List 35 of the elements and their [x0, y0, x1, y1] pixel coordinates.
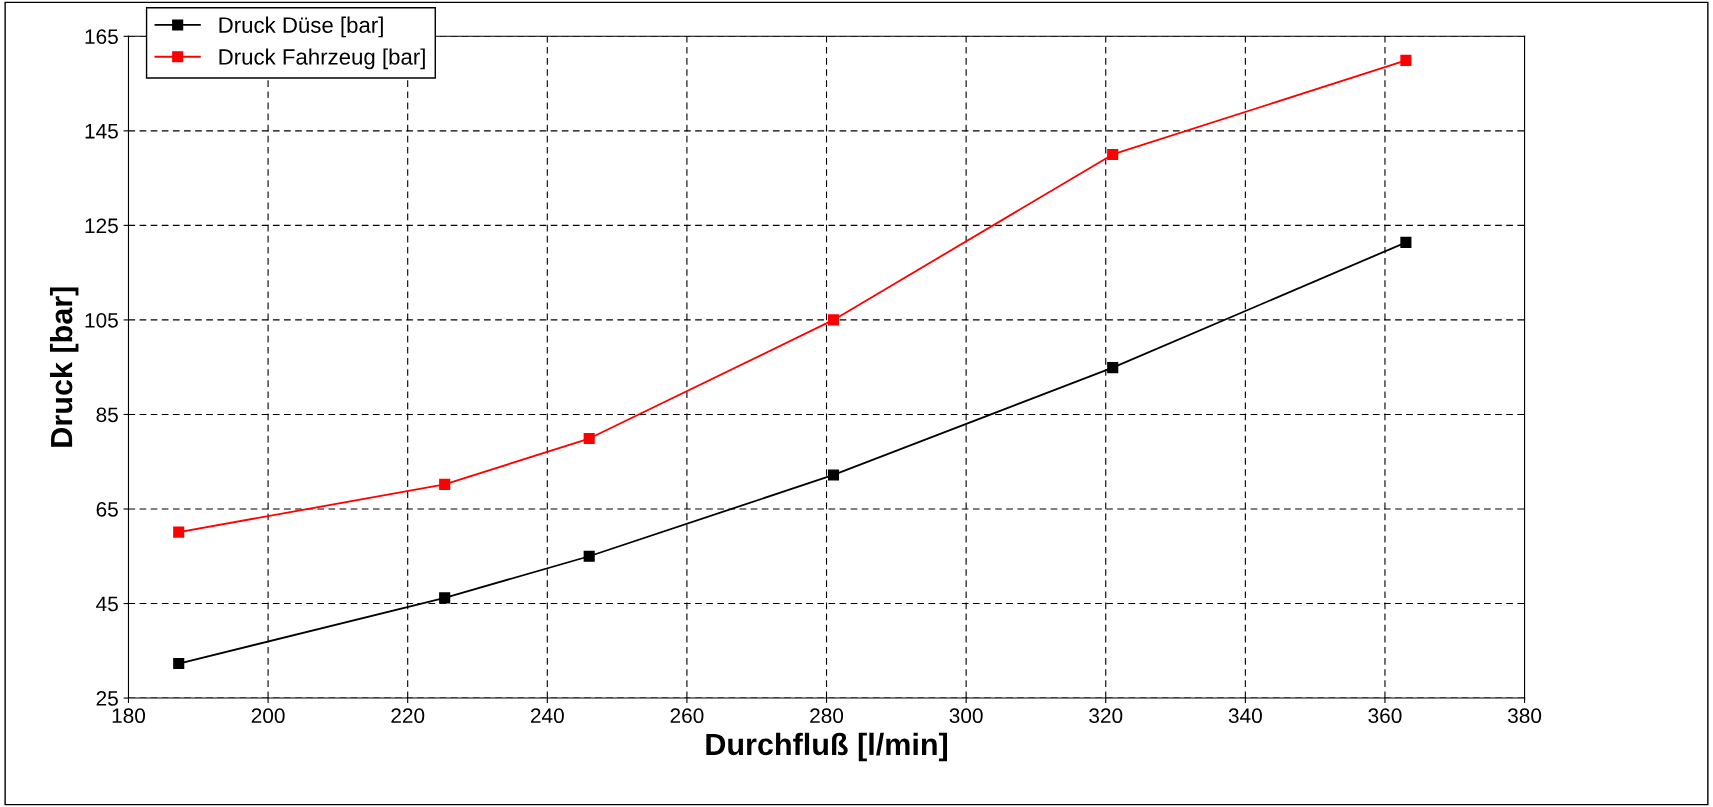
x-tick-label: 260 [670, 708, 704, 724]
point [1400, 54, 1412, 66]
x-tick-label: 340 [1228, 708, 1262, 724]
x-tick-label: 360 [1368, 708, 1402, 724]
point [827, 469, 840, 481]
x-tick-label: 200 [251, 708, 285, 724]
point [583, 550, 595, 562]
y-tick-label: 105 [85, 312, 118, 328]
point [439, 592, 451, 604]
x-axis-title: Durchfluß [l/min] [706, 732, 948, 762]
x-tick-label: 180 [112, 708, 146, 724]
point [583, 433, 595, 445]
point [827, 314, 840, 326]
y-axis-title: Druck [bar] [49, 287, 79, 447]
point [1107, 362, 1119, 374]
point [1400, 236, 1412, 248]
y-tick-label: 45 [96, 596, 118, 612]
point [1107, 148, 1119, 161]
x-tick-label: 240 [530, 708, 564, 724]
point [173, 526, 185, 538]
y-tick-label: 145 [85, 124, 118, 139]
y-tick-label: 25 [96, 691, 118, 706]
y-tick-label: 85 [96, 407, 118, 423]
y-tick-label: 65 [96, 501, 118, 517]
legend-label: Druck Düse [bar] [219, 16, 383, 38]
legend-label: Druck Fahrzeug [bar] [219, 48, 425, 70]
x-tick-label: 280 [810, 708, 844, 724]
x-tick-label: 300 [949, 708, 983, 724]
point [439, 478, 451, 490]
x-tick-label: 380 [1507, 708, 1542, 724]
y-tick-label: 125 [85, 218, 118, 234]
x-tick-label: 220 [391, 708, 425, 724]
y-tick-label: 165 [85, 29, 118, 45]
point [173, 657, 185, 670]
x-tick-label: 320 [1089, 708, 1123, 724]
